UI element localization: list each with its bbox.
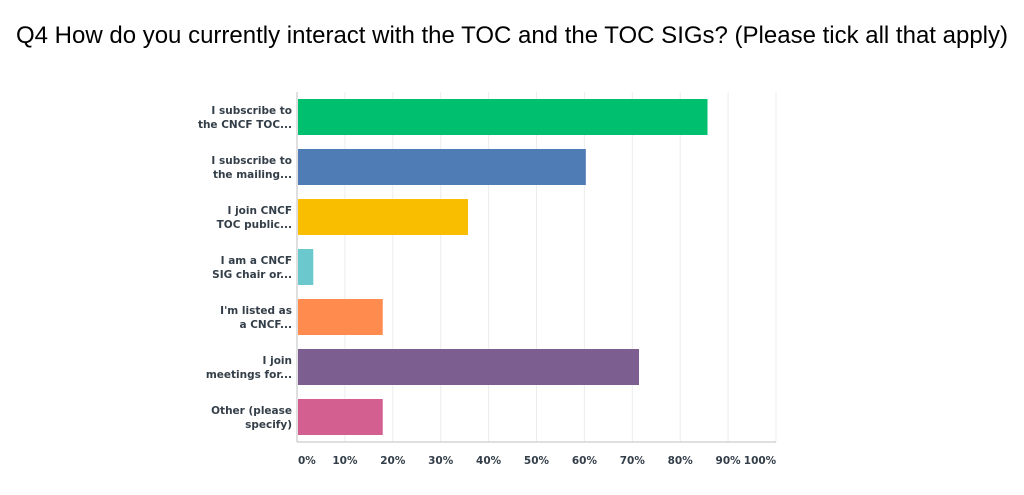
category-label-line: I am a CNCF — [221, 255, 292, 267]
category-label-line: specify) — [245, 419, 292, 431]
x-tick-label: 70% — [620, 455, 646, 467]
category-label-line: I subscribe to — [211, 105, 292, 117]
category-label-line: I'm listed as — [220, 305, 292, 317]
bar — [298, 399, 383, 435]
category-label-line: TOC public... — [217, 219, 292, 231]
bar — [298, 299, 383, 335]
x-tick-label: 90% — [716, 455, 742, 467]
category-label: I join meetings for... — [206, 355, 292, 381]
category-label: Other (please specify) — [211, 405, 292, 431]
gridlines — [344, 92, 777, 442]
category-label: I am a CNCF SIG chair or... — [212, 255, 292, 281]
bar — [298, 99, 708, 135]
category-label-line: the CNCF TOC... — [198, 119, 292, 131]
category-label-line: I join — [263, 355, 292, 367]
category-label: I join CNCF TOC public... — [217, 205, 292, 231]
category-label: I'm listed as a CNCF... — [220, 305, 292, 331]
x-tick-label: 10% — [332, 455, 358, 467]
category-label: I subscribe to the CNCF TOC... — [198, 105, 292, 131]
x-tick-label: 30% — [428, 455, 454, 467]
category-label: I subscribe to the mailing... — [211, 155, 292, 181]
category-label-line: meetings for... — [206, 369, 292, 381]
bars — [298, 99, 708, 435]
x-tick-label: 50% — [524, 455, 550, 467]
bar — [298, 199, 469, 235]
category-label-line: Other (please — [211, 405, 292, 417]
category-label-line: I subscribe to — [211, 155, 292, 167]
x-tick-label: 0% — [298, 455, 316, 467]
x-tick-label: 80% — [668, 455, 694, 467]
bar — [298, 249, 314, 285]
category-label-line: the mailing... — [213, 169, 292, 181]
x-tick-label: 40% — [476, 455, 502, 467]
category-label-line: a CNCF... — [239, 319, 292, 331]
axes — [296, 92, 776, 443]
chart-title: Q4 How do you currently interact with th… — [15, 22, 1008, 49]
category-label-line: I join CNCF — [228, 205, 292, 217]
bar — [298, 349, 640, 385]
x-tick-label: 100% — [744, 455, 777, 467]
category-labels: I subscribe to the CNCF TOC...I subscribe… — [198, 105, 292, 431]
bar — [298, 149, 586, 185]
x-tick-label: 20% — [380, 455, 406, 467]
x-tick-labels: 0% 10% 20% 30% 40% 50% 60% 70% 80% 90% 100% — [298, 455, 777, 467]
x-tick-label: 60% — [572, 455, 598, 467]
category-label-line: SIG chair or... — [212, 269, 292, 281]
